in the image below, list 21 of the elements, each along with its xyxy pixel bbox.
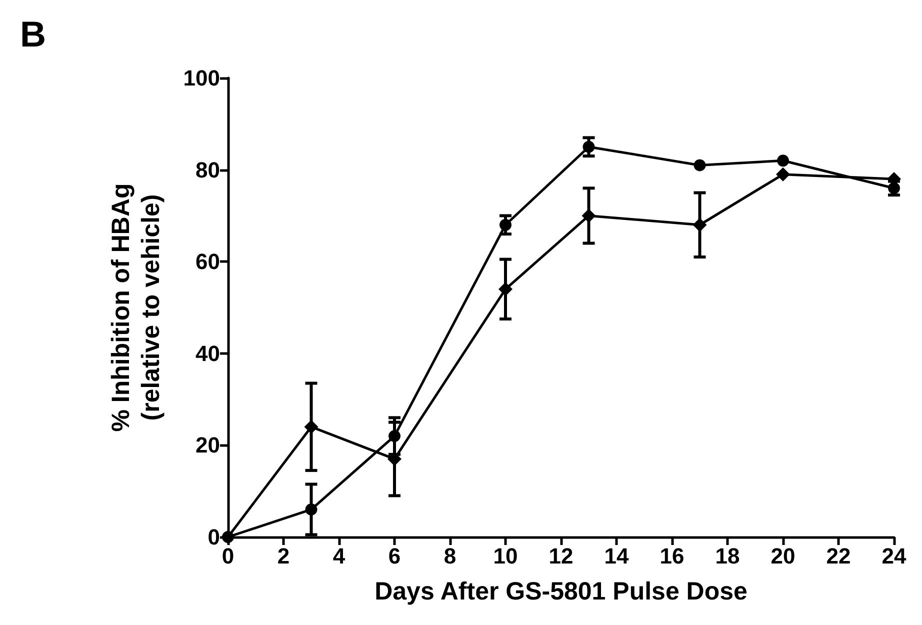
y-tick-label: 20 bbox=[196, 432, 220, 458]
y-tick-label: 40 bbox=[196, 340, 220, 366]
x-tick-label: 22 bbox=[826, 544, 851, 568]
x-tick-label: 10 bbox=[493, 544, 518, 568]
y-tick-label: 100 bbox=[183, 66, 220, 90]
x-tick-label: 24 bbox=[882, 544, 907, 568]
x-tick-label: 6 bbox=[388, 544, 401, 568]
x-tick-label: 20 bbox=[770, 544, 796, 568]
x-tick-label: 2 bbox=[277, 544, 290, 568]
y-axis-title: % Inhibition of HBAg (relative to vehicle) bbox=[107, 183, 165, 432]
y-tick-label: 0 bbox=[208, 524, 220, 550]
x-tick-label: 4 bbox=[332, 544, 346, 568]
text: B bbox=[20, 14, 46, 54]
x-axis-title: Days After GS-5801 Pulse Dose bbox=[374, 578, 748, 606]
x-tick-label: 16 bbox=[660, 544, 684, 568]
y-tick-label: 60 bbox=[196, 249, 220, 274]
x-tick-label: 12 bbox=[548, 544, 574, 568]
x-tick-label: 8 bbox=[444, 544, 456, 568]
x-tick-label: 14 bbox=[604, 544, 630, 568]
x-tick-label: 18 bbox=[715, 544, 740, 568]
y-tick-label: 80 bbox=[196, 157, 220, 182]
